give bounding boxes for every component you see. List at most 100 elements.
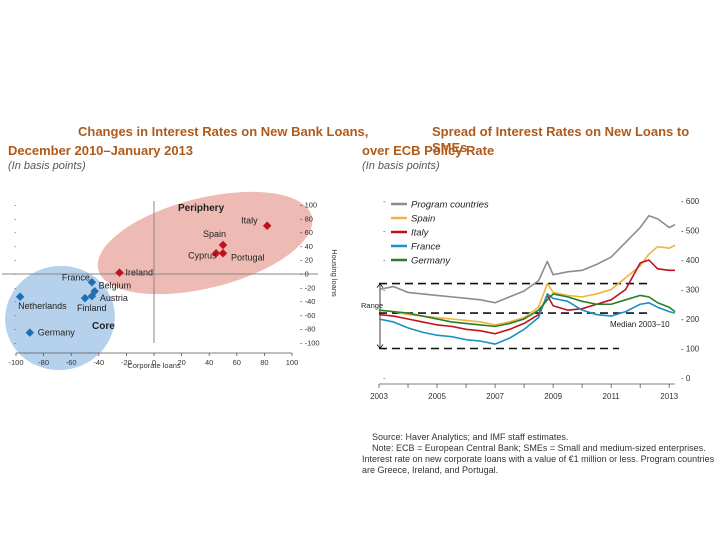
scatter-left-tick-mark: - (14, 256, 17, 265)
line-x-tick-label: 2009 (544, 392, 562, 400)
scatter-y-tick-label: - -40 (300, 297, 315, 306)
scatter-x-tick-label: -100 (8, 358, 23, 367)
series-line-program-countries (378, 214, 676, 304)
scatter-x-tick-label: 80 (260, 358, 268, 367)
abbreviation-note: Note: ECB = European Central Bank; SMEs … (372, 443, 706, 453)
periphery-group-label: Periphery (178, 203, 225, 214)
left-chart-subtitle: (In basis points) (8, 160, 86, 172)
left-chart-title-line1: Changes in Interest Rates on New Bank Lo… (78, 124, 369, 139)
scatter-x-tick-label: -40 (93, 358, 104, 367)
scatter-chart: -100 -80 -60 -40 -20 0 20 40 60 80 100 - 100 - - 80 - -… (2, 191, 339, 371)
scatter-xlabel: Corporate loans (127, 361, 181, 370)
series-line-germany (378, 293, 676, 328)
scatter-x-tick-label: -60 (66, 358, 77, 367)
scatter-x-tick-label: 100 (286, 358, 299, 367)
scatter-left-tick-mark: - (14, 270, 17, 279)
scatter-left-tick-mark: - (14, 201, 17, 210)
line-x-tick-label: 2005 (428, 392, 446, 400)
scatter-left-tick-mark: - (14, 311, 17, 320)
right-chart-subtitle: (In basis points) (362, 160, 440, 172)
line-y-tick-label: - 300 (681, 286, 700, 295)
scatter-left-tick-mark: - (14, 297, 17, 306)
data-label-belgium: Belgium (99, 280, 132, 290)
line-left-tick-mark: - (383, 227, 386, 236)
scatter-ylabel: Housing loans (330, 249, 339, 297)
scatter-x-tick-label: -20 (121, 358, 132, 367)
series-line-france (378, 293, 676, 345)
data-label-austria: Austria (100, 293, 128, 303)
data-point-germany (25, 328, 35, 337)
data-label-cyprus: Cyprus (188, 250, 217, 260)
data-label-france: France (62, 272, 90, 282)
scatter-y-tick-label: - 0 (300, 270, 309, 279)
left-chart-title-line2: December 2010–January 2013 (8, 143, 194, 158)
scatter-y-tick-label: - 80 (300, 214, 313, 223)
line-left-tick-mark: - (383, 374, 386, 383)
data-point-portugal (218, 249, 228, 258)
periphery-group-ellipse (97, 191, 313, 295)
legend-label-spain: Spain (411, 214, 435, 225)
scatter-y-tick-label: - -60 (300, 311, 315, 320)
line-y-tick-label: - 100 (681, 345, 700, 354)
data-point-austria (87, 291, 97, 301)
legend-label-germany: Germany (411, 256, 451, 267)
data-label-netherlands: Netherlands (18, 301, 67, 311)
legend-label-program-countries: Program countries (411, 200, 489, 211)
legend-label-france: France (411, 242, 441, 253)
scatter-y-tick-label: - 100 (300, 201, 317, 210)
line-left-tick-mark: - (383, 256, 386, 265)
series-line-spain (378, 244, 676, 326)
data-point-italy (262, 221, 272, 230)
legend-label-italy: Italy (411, 228, 430, 239)
scatter-y-tick-label: - 60 (300, 228, 313, 237)
line-x-tick-label: 2007 (486, 392, 504, 400)
data-point-france (87, 278, 97, 287)
line-y-tick-label: - 400 (681, 256, 700, 265)
data-label-spain: Spain (203, 229, 226, 239)
scatter-left-tick-mark: - (14, 242, 17, 251)
scatter-left-tick-mark: - (14, 228, 17, 237)
scatter-left-tick-mark: - (14, 283, 17, 292)
data-point-cyprus (211, 249, 221, 258)
line-left-tick-mark: - (383, 197, 386, 206)
right-chart-title-line2: over ECB Policy Rate (362, 143, 495, 158)
median-label: Median 2003–10 (610, 320, 670, 329)
line-chart: - 600-- 500-- 400-- 300-- 200-- 100-- 0-… (361, 197, 700, 400)
line-y-tick-label: - 500 (681, 227, 700, 236)
core-group-ellipse (5, 265, 115, 371)
scatter-y-tick-label: - -80 (300, 325, 315, 334)
scatter-x-tick-label: -80 (38, 358, 49, 367)
data-label-germany: Germany (38, 328, 76, 338)
source-note: Source: Haver Analytics; and IMF staff e… (372, 432, 569, 442)
scatter-left-tick-mark: - (14, 339, 17, 348)
line-x-tick-label: 2011 (603, 392, 621, 400)
definition-note-line1: Interest rate on new corporate loans wit… (362, 454, 715, 464)
line-left-tick-mark: - (383, 286, 386, 295)
scatter-x-tick-label: 20 (177, 358, 185, 367)
scatter-y-tick-label: - 20 (300, 256, 313, 265)
scatter-x-tick-label: 0 (152, 358, 156, 367)
data-label-finland: Finland (77, 303, 107, 313)
range-bracket-arrow-bottom (376, 344, 384, 350)
right-chart-title-line1: Spread of Interest Rates on New Loans to… (432, 124, 690, 155)
core-group-label: Core (92, 321, 115, 332)
data-label-ireland: Ireland (126, 268, 154, 278)
line-x-tick-label: 2013 (660, 392, 678, 400)
range-bracket-arrow-top (376, 282, 384, 288)
scatter-y-tick-label: - -100 (300, 339, 320, 348)
range-label: Range (361, 301, 383, 310)
scatter-y-tick-label: - 40 (300, 242, 313, 251)
scatter-y-tick-label: - -20 (300, 283, 315, 292)
data-label-italy: Italy (241, 216, 258, 226)
scatter-x-tick-label: 40 (205, 358, 213, 367)
scatter-left-tick-mark: - (14, 214, 17, 223)
data-label-portugal: Portugal (231, 252, 265, 262)
scatter-left-tick-mark: - (14, 325, 17, 334)
line-y-tick-label: - 0 (681, 374, 691, 383)
notes-block: Source: Haver Analytics; and IMF staff e… (362, 432, 715, 476)
definition-note-line2: are Greece, Ireland, and Portugal. (362, 465, 499, 475)
scatter-x-tick-label: 60 (233, 358, 241, 367)
line-y-tick-label: - 600 (681, 197, 700, 206)
line-x-tick-label: 2003 (370, 392, 388, 400)
line-y-tick-label: - 200 (681, 315, 700, 324)
